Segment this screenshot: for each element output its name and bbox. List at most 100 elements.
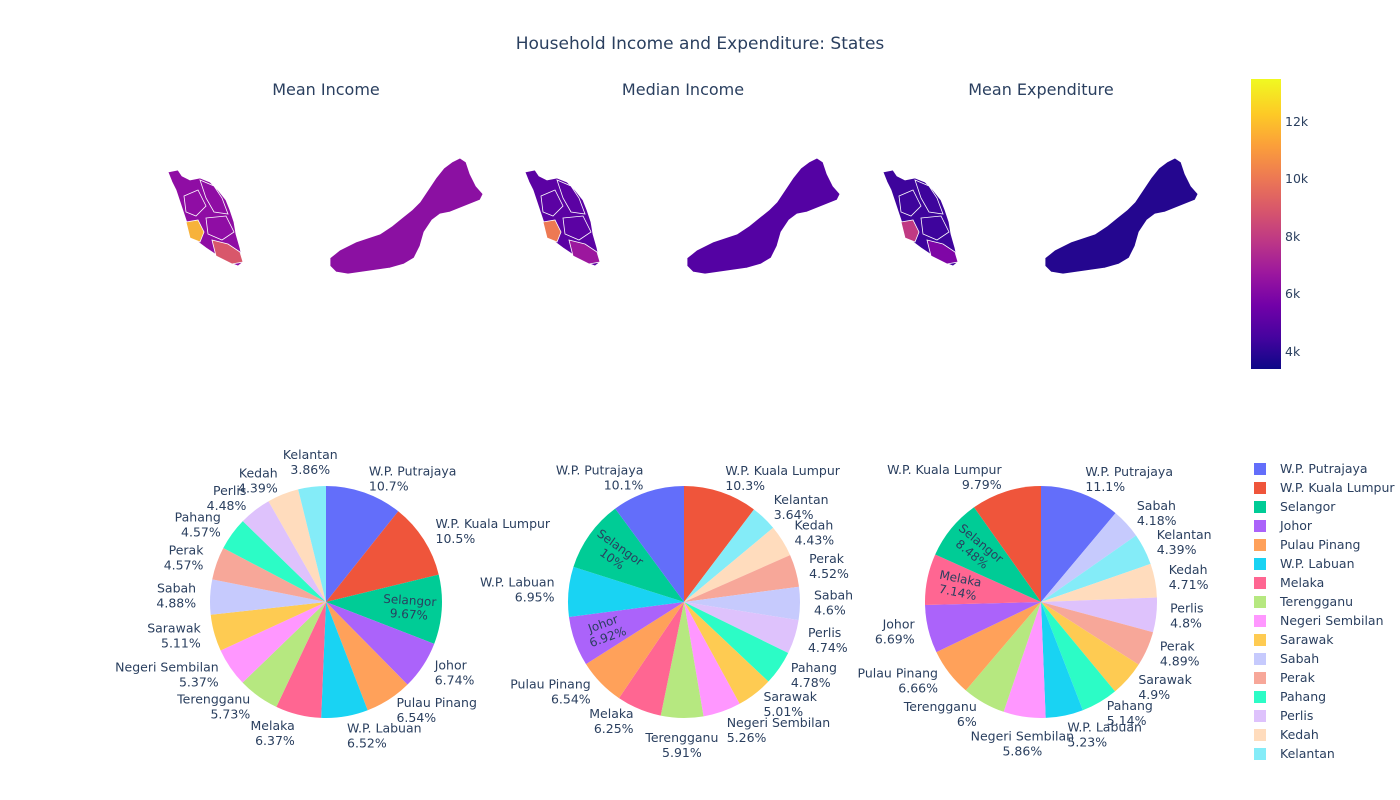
- colorbar-tick: 12k: [1285, 114, 1309, 130]
- pie-slice[interactable]: [684, 602, 799, 654]
- pie-outside-label: Terengganu 6%: [903, 699, 977, 729]
- legend-swatch: [1254, 519, 1266, 532]
- pie-slice[interactable]: [684, 486, 754, 602]
- selangor-kl-region: [900, 219, 920, 243]
- chart-title: Household Income and Expenditure: States: [515, 34, 885, 54]
- pie-slice[interactable]: [1041, 602, 1139, 692]
- pie-slice[interactable]: [1041, 513, 1137, 602]
- pie-slice[interactable]: [210, 602, 326, 651]
- legend-item[interactable]: Melaka: [1254, 573, 1395, 592]
- legend-swatch: [1254, 538, 1266, 551]
- legend-label: Sarawak: [1280, 632, 1334, 647]
- median-income-map[interactable]: [524, 157, 841, 275]
- pie-slice[interactable]: [326, 511, 439, 602]
- pie-slice[interactable]: [684, 527, 791, 602]
- pie-outside-label: Kedah 4.43%: [794, 517, 834, 547]
- pie-slice[interactable]: [1041, 602, 1083, 718]
- pie-slice[interactable]: [326, 486, 399, 602]
- pie-slice[interactable]: [965, 602, 1041, 712]
- legend-item[interactable]: Sarawak: [1254, 630, 1395, 649]
- pie-outside-label: Kedah 4.71%: [1169, 562, 1209, 592]
- legend-label: Johor: [1280, 518, 1313, 533]
- perak-region: [183, 189, 207, 217]
- pie-slice[interactable]: [925, 554, 1041, 606]
- pie-outside-label: W.P. Putrajaya 11.1%: [1085, 464, 1173, 494]
- legend-item[interactable]: Kedah: [1254, 725, 1395, 744]
- mean-expenditure-map[interactable]: [882, 157, 1199, 275]
- legend-item[interactable]: Johor: [1254, 516, 1395, 535]
- pie-slice[interactable]: [298, 486, 326, 602]
- mean-income-map[interactable]: [167, 157, 484, 275]
- pie-slice[interactable]: [212, 548, 326, 602]
- pie-slice[interactable]: [1041, 597, 1158, 633]
- legend-item[interactable]: Negeri Sembilan: [1254, 611, 1395, 630]
- legend-item[interactable]: Perak: [1254, 668, 1395, 687]
- pie-slice[interactable]: [326, 574, 442, 644]
- pie-slice[interactable]: [684, 602, 789, 682]
- legend-label: W.P. Kuala Lumpur: [1280, 480, 1395, 495]
- pie-slice[interactable]: [223, 521, 326, 602]
- pie-slice[interactable]: [1041, 602, 1154, 665]
- pie-slice[interactable]: [618, 602, 684, 716]
- legend-item[interactable]: Terengganu: [1254, 592, 1395, 611]
- pie-slice[interactable]: [925, 602, 1041, 653]
- pie-slice[interactable]: [1041, 535, 1151, 602]
- legend-item[interactable]: Perlis: [1254, 706, 1395, 725]
- legend-item[interactable]: Sabah: [1254, 649, 1395, 668]
- legend-item[interactable]: Pahang: [1254, 687, 1395, 706]
- pie-outside-label: W.P. Kuala Lumpur 9.79%: [887, 462, 1002, 492]
- pie-slice[interactable]: [936, 602, 1041, 691]
- mean-income-pie[interactable]: W.P. Putrajaya 10.7% W.P. Kuala Lumpur 10.5…: [115, 447, 551, 750]
- pie-slice[interactable]: [660, 602, 704, 718]
- pie-outside-label: W.P. Labuan 6.52%: [347, 720, 422, 750]
- pie-slice[interactable]: [567, 566, 684, 617]
- median-income-pie[interactable]: W.P. Kuala Lumpur 10.3%Kelantan 3.64%Kedah…: [480, 462, 853, 759]
- pie-slice[interactable]: [684, 586, 801, 621]
- colorbar-gradient: [1251, 79, 1281, 369]
- pie-slice[interactable]: [935, 507, 1041, 602]
- pie-slice[interactable]: [974, 486, 1041, 602]
- pie-outside-label: Sarawak 4.9%: [1138, 672, 1192, 702]
- pie-slice[interactable]: [210, 579, 326, 615]
- legend-item[interactable]: Kelantan: [1254, 744, 1395, 763]
- pie-slice[interactable]: [1041, 486, 1116, 602]
- pie-slice[interactable]: [586, 602, 684, 699]
- pie-slice[interactable]: [326, 602, 408, 711]
- pie-outside-label: Negeri Sembilan 5.86%: [971, 729, 1075, 759]
- legend-item[interactable]: Pulau Pinang: [1254, 535, 1395, 554]
- pie-slice[interactable]: [684, 602, 769, 704]
- pahang-region: [920, 215, 950, 241]
- pie-slice[interactable]: [1041, 563, 1157, 602]
- pie-slice[interactable]: [1041, 602, 1116, 711]
- legend-label: Terengganu: [1280, 594, 1354, 609]
- pie-slice[interactable]: [568, 602, 684, 665]
- legend-label: W.P. Labuan: [1280, 556, 1355, 571]
- colorbar-tick: 10k: [1285, 171, 1309, 187]
- legend-item[interactable]: W.P. Labuan: [1254, 554, 1395, 573]
- pie-slice[interactable]: [321, 602, 368, 718]
- legend-label: Selangor: [1280, 499, 1336, 514]
- mean-expenditure-pie[interactable]: W.P. Putrajaya 11.1% Sabah 4.18%Kelantan 4.3…: [858, 462, 1212, 759]
- pie-slice[interactable]: [684, 555, 799, 602]
- pie-outside-label: Pahang 4.57%: [175, 510, 221, 540]
- pie-slice[interactable]: [1003, 602, 1046, 718]
- legend-item[interactable]: W.P. Kuala Lumpur: [1254, 478, 1395, 497]
- colorbar-tick: 4k: [1285, 343, 1301, 359]
- pie-outside-label: Negeri Sembilan 5.37%: [115, 659, 219, 689]
- pie-slice[interactable]: [242, 501, 326, 602]
- pie-slice[interactable]: [684, 602, 740, 717]
- pie-slice[interactable]: [684, 509, 774, 602]
- pie-slice[interactable]: [326, 602, 435, 685]
- legend-item[interactable]: Selangor: [1254, 497, 1395, 516]
- pie-slice[interactable]: [573, 508, 684, 602]
- legend-item[interactable]: W.P. Putrajaya: [1254, 459, 1395, 478]
- pie-slice[interactable]: [615, 486, 684, 602]
- pie-outside-label: Sabah 4.88%: [156, 580, 196, 610]
- legend-label: Sabah: [1280, 651, 1320, 666]
- pie-slice[interactable]: [276, 602, 326, 718]
- pie-slice[interactable]: [268, 489, 326, 602]
- pie-slice[interactable]: [242, 602, 326, 707]
- legend-label: Pulau Pinang: [1280, 537, 1361, 552]
- pie-slice[interactable]: [220, 602, 326, 683]
